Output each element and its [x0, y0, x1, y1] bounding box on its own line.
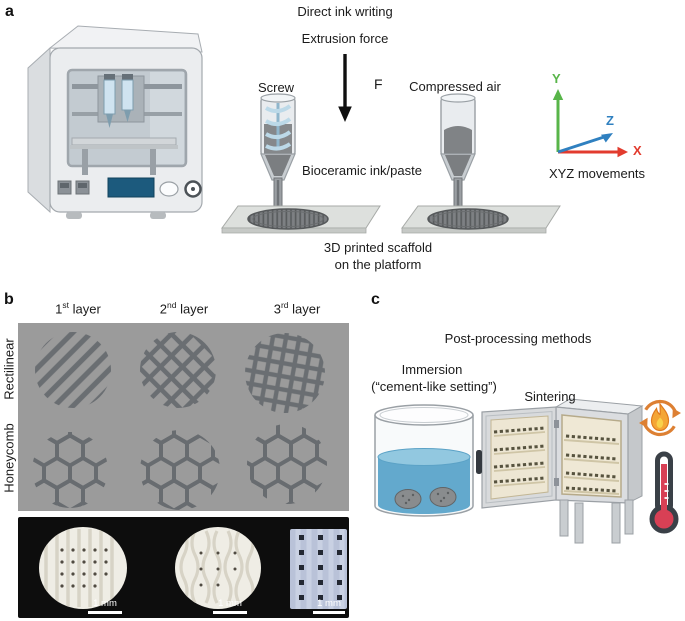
platform-left [221, 205, 381, 234]
printed-scaffold-right [427, 208, 509, 230]
bioceramic-ink-label: Bioceramic ink/paste [302, 163, 422, 178]
xyz-axes [552, 89, 628, 158]
furnace-legs [559, 499, 634, 544]
column-header-layer3: 3rd layer [273, 300, 321, 317]
xyz-movements-caption: XYZ movements [548, 166, 646, 181]
immersed-scaffolds [394, 487, 457, 509]
printer-syringe-1 [103, 74, 116, 128]
panel-c-graphics [374, 398, 681, 544]
furnace-door [476, 406, 557, 509]
rectilinear-layer3-scaffold [245, 333, 325, 413]
honeycomb-layer2-scaffold [140, 430, 220, 510]
photo-scaffold-sideview [290, 529, 347, 609]
scale-bar-1 [88, 611, 122, 614]
honeycomb-layer3-scaffold [247, 424, 327, 504]
row-label-honeycomb: Honeycomb [1, 423, 17, 493]
axis-y-label: Y [552, 71, 561, 86]
axis-z-label: Z [606, 113, 614, 128]
scale-bar-3 [313, 611, 345, 614]
sintering-furnace [476, 398, 644, 544]
printer-syringe-2 [121, 74, 134, 122]
rectilinear-layer2-scaffold [140, 332, 216, 408]
extrusion-force-label: Extrusion force [301, 31, 389, 46]
panel-a-graphics [27, 25, 628, 234]
printer-screen [107, 177, 155, 198]
column-header-layer2: 2nd layer [159, 300, 209, 317]
furnace-door-handle [476, 450, 482, 474]
panel-a-label: a [5, 3, 14, 20]
scale-bar-label-1: 1 mm [93, 598, 117, 609]
scale-bar-2 [213, 611, 247, 614]
thermometer-icon [649, 451, 679, 534]
axis-x-label: X [633, 143, 642, 158]
scaffold-caption-line1: 3D printed scaffold [323, 240, 433, 255]
force-symbol: F [374, 76, 383, 92]
printer-oval-button [159, 181, 179, 197]
photo-strip [18, 517, 349, 618]
honeycomb-layer1-scaffold [32, 432, 108, 508]
screw-extruder [260, 93, 296, 215]
scale-bar-label-3: 1 mm [317, 598, 341, 609]
panel-c-label: c [371, 291, 380, 308]
compressed-air-label: Compressed air [409, 79, 501, 94]
screw-label: Screw [257, 80, 295, 95]
printed-scaffold-left [247, 208, 329, 230]
panel-b-label: b [4, 291, 14, 308]
scaffold-caption-line2: on the platform [334, 257, 422, 272]
extrusion-force-arrow [338, 54, 352, 122]
post-processing-title: Post-processing methods [444, 331, 592, 346]
immersion-beaker [374, 404, 474, 517]
sintering-label: Sintering [524, 389, 576, 404]
printer-illustration [27, 25, 203, 219]
immersion-label-line1: Immersion [401, 362, 463, 377]
row-label-rectilinear: Rectilinear [1, 338, 17, 400]
panel-a-title: Direct ink writing [297, 4, 393, 19]
panel-b-graphics [18, 323, 349, 618]
rectilinear-layer1-scaffold [35, 332, 111, 408]
platform-right [401, 205, 561, 234]
flame-cycle-icon [639, 399, 681, 437]
column-header-layer1: 1st layer [55, 300, 101, 317]
photo-scaffold-honeycomb [175, 527, 261, 609]
compressed-air-extruder [440, 93, 476, 211]
immersion-label-line2: (“cement-like setting”) [371, 379, 497, 394]
scale-bar-label-2: 1 mm [218, 598, 242, 609]
photo-scaffold-serpentine [39, 527, 127, 609]
